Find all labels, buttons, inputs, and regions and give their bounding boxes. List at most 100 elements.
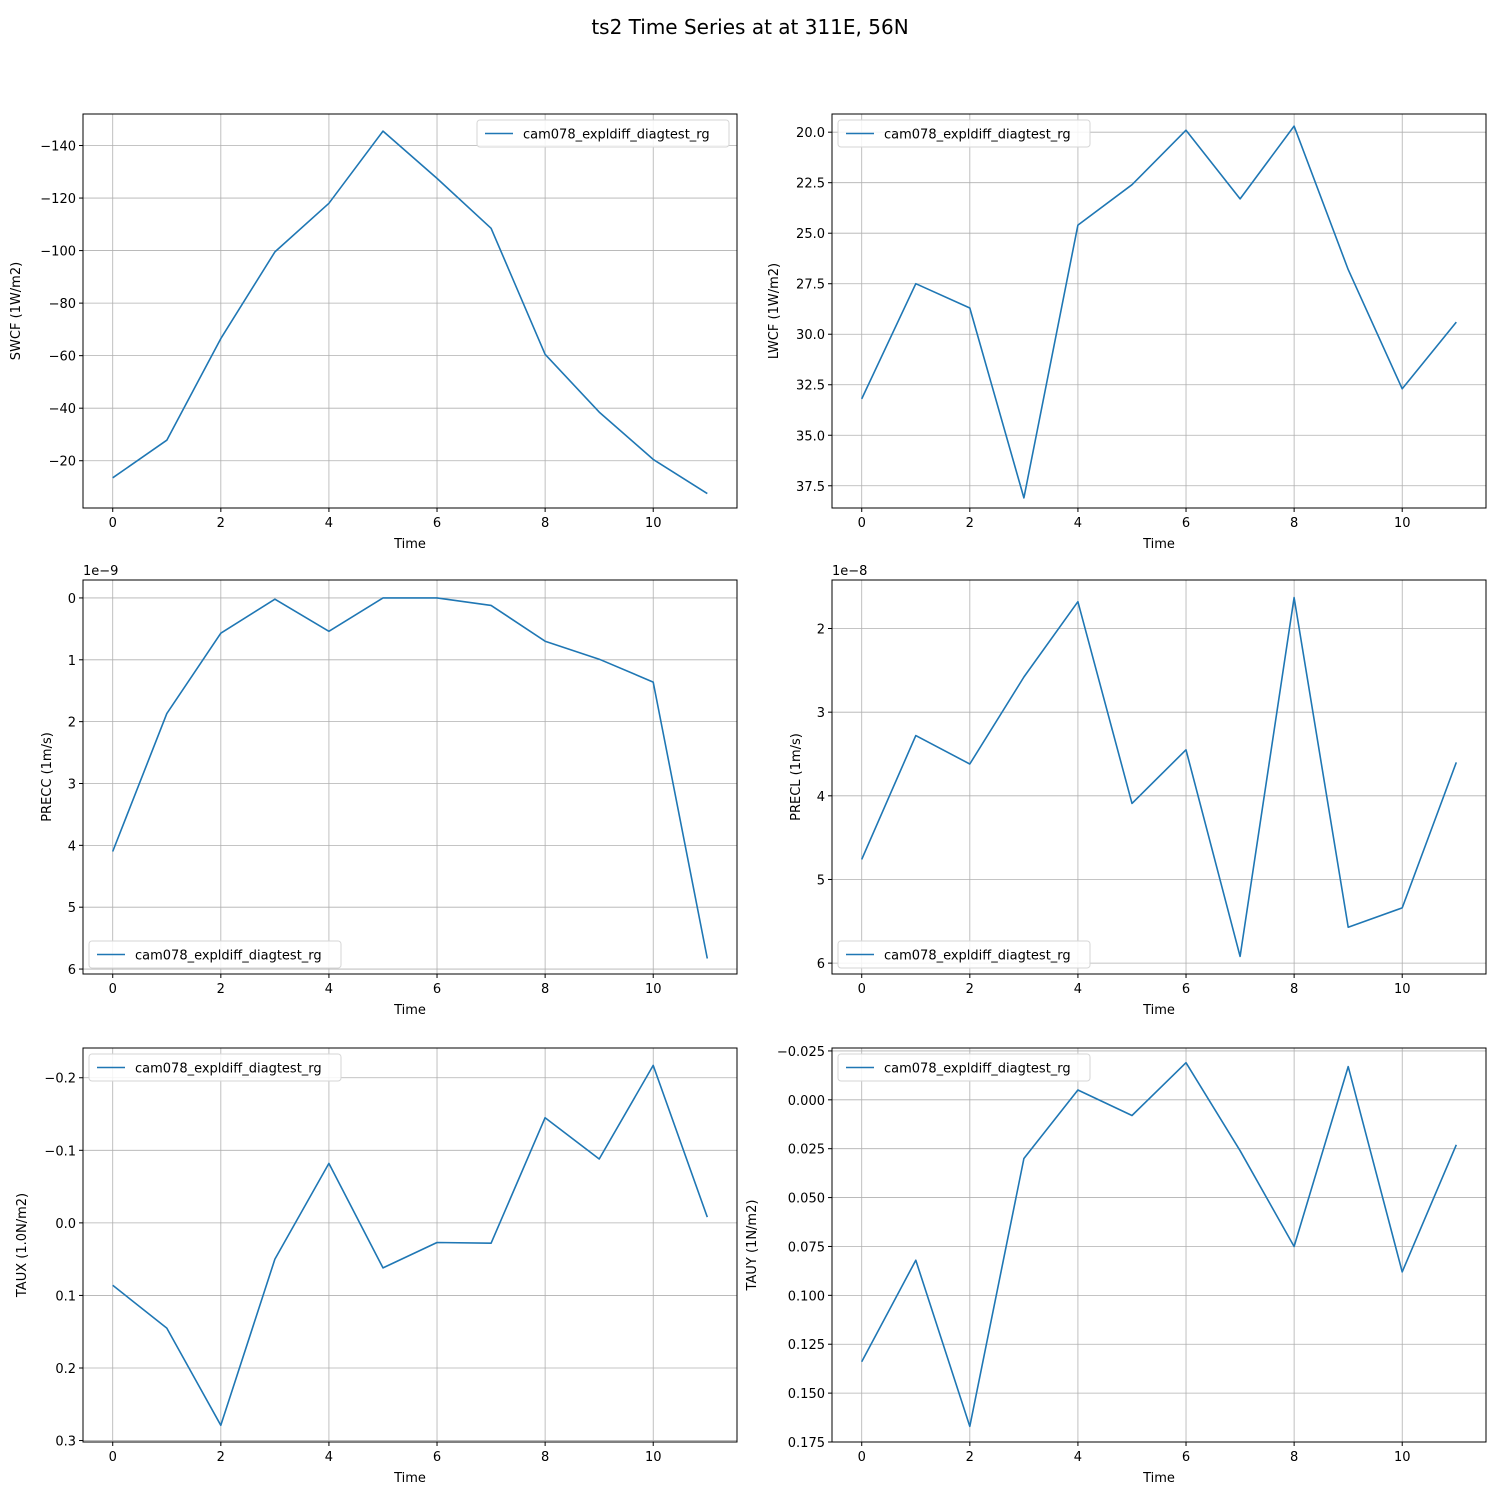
y-axis-label: LWCF (1W/m2) [767,263,782,359]
y-tick-label: 25.0 [796,227,825,242]
x-tick-label: 6 [1182,516,1190,531]
x-tick-label: 6 [433,982,441,997]
y-tick-label: 6 [68,963,76,978]
y-tick-label: 0.000 [788,1094,825,1109]
legend: cam078_expldiff_diagtest_rg [837,940,1091,969]
y-axis-label: TAUX (1.0N/m2) [15,1193,30,1298]
x-tick-label: 8 [1290,1450,1298,1465]
data-series-line [112,1064,709,1427]
data-series-line [860,125,1457,499]
y-tick-label: −40 [49,402,76,417]
y-tick-label: 27.5 [796,278,825,293]
y-tick-label: 22.5 [796,177,825,192]
chart-panel-6: 0 2 4 6 8 10 −0.025 0.000 0.025 0.050 0.075 0.100 0.… [745,1045,1487,1486]
x-tick-label: 4 [325,516,333,531]
y-offset-text: 1e−9 [83,564,118,579]
x-axis-label: Time [393,537,426,552]
y-offset-text: 1e−8 [832,564,867,579]
y-tick-label: 4 [817,790,825,805]
chart-panel-5: 0 2 4 6 8 10 −0.2 −0.1 0.0 0.1 0.2 0.3 Time TAUX (1.0… [15,1047,738,1486]
x-tick-label: 2 [217,1450,225,1465]
x-tick-label: 10 [1394,516,1411,531]
data-series-line [111,597,709,959]
y-tick-label: −140 [40,140,76,155]
x-tick-label: 0 [858,982,866,997]
legend-box [837,119,1091,148]
y-tick-label: 0.175 [788,1436,825,1451]
legend-box [837,940,1091,969]
y-tick-label: 1 [68,654,76,669]
y-tick-label: 0 [68,592,76,607]
x-tick-label: 10 [1394,982,1411,997]
data-series-line [860,596,1458,958]
legend: cam078_expldiff_diagtest_rg [88,940,342,969]
y-tick-label: 0.025 [788,1143,825,1158]
y-tick-label: 20.0 [796,126,825,141]
x-axis-label: Time [1142,1471,1175,1486]
x-tick-label: 4 [1074,1450,1082,1465]
x-tick-label: 8 [541,516,549,531]
legend-label: cam078_expldiff_diagtest_rg [135,1062,322,1077]
y-tick-label: 0.150 [788,1387,825,1402]
x-tick-label: 8 [1290,982,1298,997]
y-tick-label: −80 [49,297,76,312]
y-tick-label: 0.050 [788,1192,825,1207]
y-tick-label: −20 [49,455,76,470]
legend-label: cam078_expldiff_diagtest_rg [884,949,1071,964]
x-tick-label: 0 [858,1450,866,1465]
x-tick-label: 2 [966,1450,974,1465]
legend-box [88,1053,342,1082]
x-tick-label: 10 [645,982,662,997]
y-tick-label: 0.125 [788,1338,825,1353]
x-tick-label: 6 [1182,982,1190,997]
y-tick-label: 35.0 [796,429,825,444]
legend: cam078_expldiff_diagtest_rg [476,119,730,148]
y-tick-label: −0.2 [44,1072,76,1087]
x-tick-label: 8 [1290,516,1298,531]
x-tick-label: 10 [1394,1450,1411,1465]
x-tick-label: 4 [325,982,333,997]
x-tick-label: 2 [217,982,225,997]
x-tick-label: 0 [858,516,866,531]
data-series-line [860,1061,1458,1428]
x-axis-label: Time [393,1471,426,1486]
y-axis-label: SWCF (1W/m2) [9,262,24,360]
chart-panel-3: 0 2 4 6 8 10 0 1 2 3 4 5 6 Time PRECC (1m/s) 1e−9 cam078… [40,564,738,1018]
y-tick-label: 37.5 [796,480,825,495]
x-tick-label: 2 [966,982,974,997]
y-tick-label: 30.0 [796,328,825,343]
x-tick-label: 4 [325,1450,333,1465]
y-tick-label: −0.1 [44,1144,76,1159]
y-tick-label: 2 [68,716,76,731]
y-tick-label: 32.5 [796,379,825,394]
legend: cam078_expldiff_diagtest_rg [837,119,1091,148]
x-tick-label: 6 [1182,1450,1190,1465]
x-tick-label: 0 [109,982,117,997]
legend-label: cam078_expldiff_diagtest_rg [523,128,710,143]
x-axis-label: Time [393,1003,426,1018]
legend-label: cam078_expldiff_diagtest_rg [884,128,1071,143]
legend-box [88,940,342,969]
x-tick-label: 0 [109,1450,117,1465]
data-series-line [112,130,708,495]
legend-label: cam078_expldiff_diagtest_rg [135,949,322,964]
y-tick-label: 0.2 [55,1362,76,1377]
x-axis-label: Time [1142,1003,1175,1018]
x-tick-label: 6 [433,516,441,531]
x-tick-label: 6 [433,1450,441,1465]
y-tick-label: 5 [817,873,825,888]
y-tick-label: −120 [40,192,76,207]
y-axis-label: PRECL (1m/s) [789,733,804,821]
y-tick-label: 3 [68,777,76,792]
figure-title: ts2 Time Series at at 311E, 56N [591,15,909,39]
y-tick-label: 6 [817,957,825,972]
y-tick-label: 0.0 [55,1217,76,1232]
x-tick-label: 8 [541,1450,549,1465]
x-tick-label: 10 [645,1450,662,1465]
axes-frame [82,1047,738,1443]
x-tick-label: 10 [645,516,662,531]
y-tick-label: 0.100 [788,1289,825,1304]
legend-box [476,119,730,148]
